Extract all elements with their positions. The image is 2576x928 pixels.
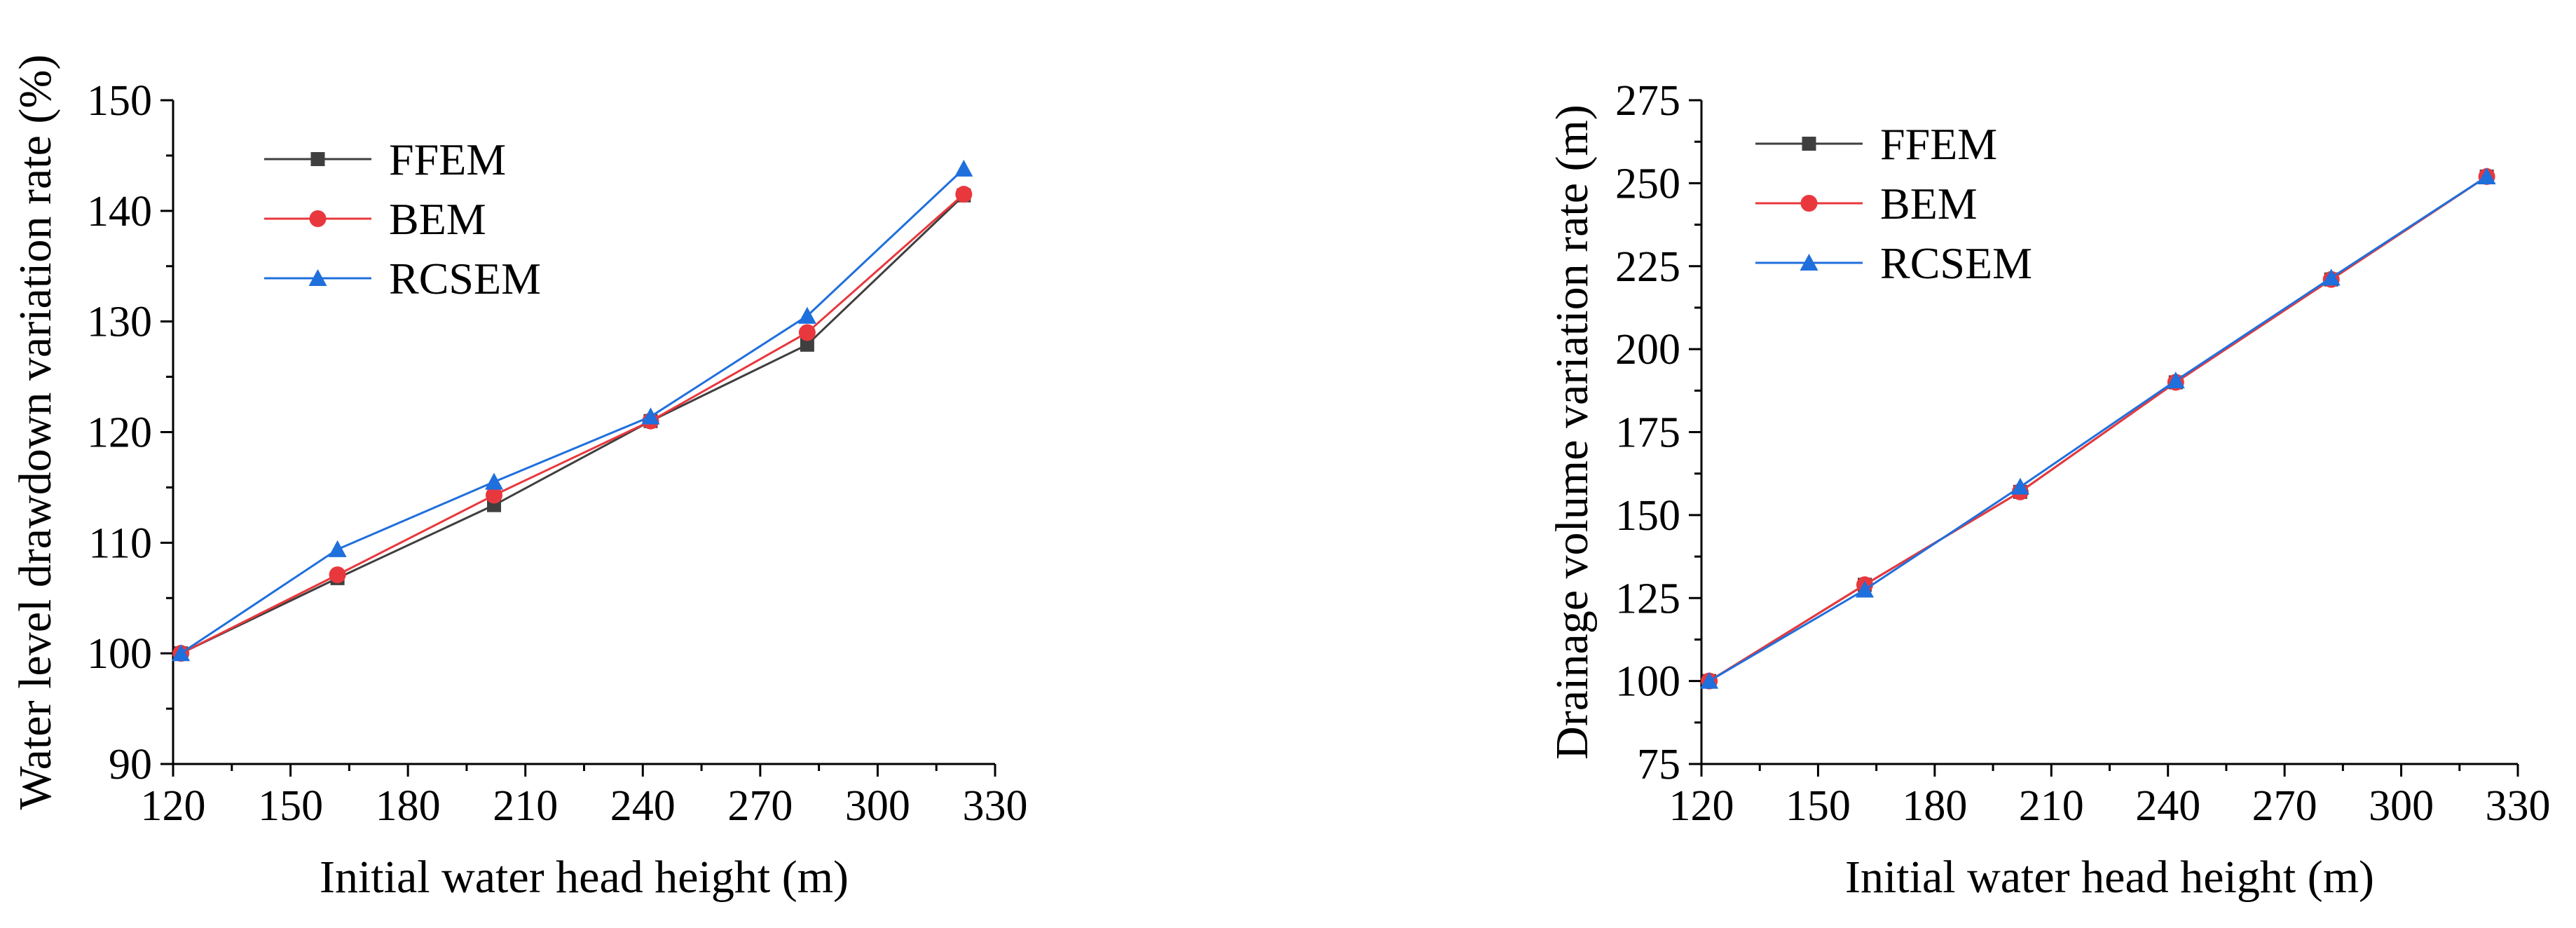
x-tick-label: 210	[493, 782, 558, 830]
y-axis-label: Water level drawdown variation rate (%)	[10, 55, 61, 810]
legend-marker-rcsem	[1800, 254, 1818, 271]
data-point-ffem	[800, 337, 814, 352]
legend-marker-bem	[1800, 195, 1818, 212]
legend-label-rcsem: RCSEM	[1880, 238, 2032, 288]
chart-1: 120 150 180 210 240 270 300 330 90 100 110 120 130 14…	[10, 55, 1028, 903]
x-axis-label: Initial water head height (m)	[320, 852, 849, 903]
y-tick-label: 110	[88, 519, 152, 567]
x-tick-label: 300	[2369, 782, 2434, 830]
y-tick-label: 175	[1615, 409, 1680, 457]
data-point-rcsem	[954, 159, 973, 177]
series-line-rcsem	[180, 168, 965, 655]
y-tick-label: 100	[1615, 658, 1680, 706]
data-point-bem	[798, 324, 816, 341]
legend-label-ffem: FFEM	[389, 135, 506, 184]
x-tick-label: 270	[2252, 782, 2317, 830]
y-tick-label: 120	[87, 409, 152, 457]
y-tick-label: 130	[87, 299, 152, 346]
legend-label-rcsem: RCSEM	[389, 254, 541, 303]
legend-label-bem: BEM	[389, 194, 486, 244]
x-tick-label: 180	[376, 782, 441, 830]
data-point-rcsem	[2010, 477, 2029, 495]
chart-2: 120 150 180 210 240 270 300 330 75 100 125 150 175 20…	[1547, 77, 2551, 903]
legend-label-ffem: FFEM	[1880, 119, 1997, 169]
legend-marker-rcsem	[308, 269, 327, 287]
legend: FFEM BEM RCSEM	[264, 135, 541, 303]
legend: FFEM BEM RCSEM	[1755, 119, 2032, 288]
y-tick-label: 150	[1615, 492, 1680, 540]
y-tick-label: 200	[1615, 326, 1680, 374]
data-point-rcsem	[1856, 580, 1874, 598]
y-tick-label: 250	[1615, 160, 1680, 207]
x-tick-label: 150	[1786, 782, 1851, 830]
data-point-rcsem	[485, 472, 504, 490]
y-tick-label: 140	[87, 188, 152, 236]
data-point-rcsem	[172, 644, 191, 662]
y-tick-label: 150	[87, 77, 152, 125]
y-tick-label: 100	[87, 630, 152, 678]
x-tick-label: 150	[258, 782, 323, 830]
y-tick-label: 75	[1637, 741, 1680, 789]
y-tick-label: 225	[1615, 243, 1680, 291]
x-tick-label: 240	[610, 782, 676, 830]
y-tick-label: 275	[1615, 77, 1680, 125]
data-point-rcsem	[1700, 671, 1719, 689]
x-axis-label: Initial water head height (m)	[1845, 852, 2374, 903]
y-tick-label: 90	[109, 741, 152, 789]
legend-label-bem: BEM	[1880, 179, 1978, 228]
series-line-ffem	[180, 194, 965, 655]
x-tick-label: 300	[845, 782, 910, 830]
y-axis-label: Drainage volume variation rate (m)	[1547, 104, 1598, 760]
data-point-bem	[329, 566, 346, 584]
x-tick-label: 120	[1669, 782, 1734, 830]
y-tick-label: 125	[1615, 575, 1680, 622]
data-point-rcsem	[2322, 268, 2341, 286]
x-tick-label: 330	[963, 782, 1028, 830]
legend-marker-bem	[309, 210, 327, 227]
data-point-bem	[955, 186, 973, 203]
x-tick-label: 330	[2486, 782, 2551, 830]
data-point-rcsem	[2477, 167, 2496, 184]
data-point-rcsem	[328, 540, 347, 557]
x-tick-label: 210	[2019, 782, 2084, 830]
series-line-bem	[180, 193, 965, 655]
legend-marker-ffem	[310, 152, 325, 166]
series-line-bem	[1708, 175, 2488, 682]
data-point-rcsem	[641, 407, 660, 425]
data-point-rcsem	[797, 306, 816, 324]
data-point-rcsem	[2166, 371, 2185, 389]
data-point-bem	[486, 486, 503, 504]
x-tick-label: 120	[141, 782, 206, 830]
legend-marker-ffem	[1802, 137, 1816, 151]
x-tick-label: 180	[1902, 782, 1967, 830]
x-tick-label: 240	[2135, 782, 2200, 830]
x-tick-label: 270	[727, 782, 793, 830]
series-line-rcsem	[1708, 175, 2488, 682]
